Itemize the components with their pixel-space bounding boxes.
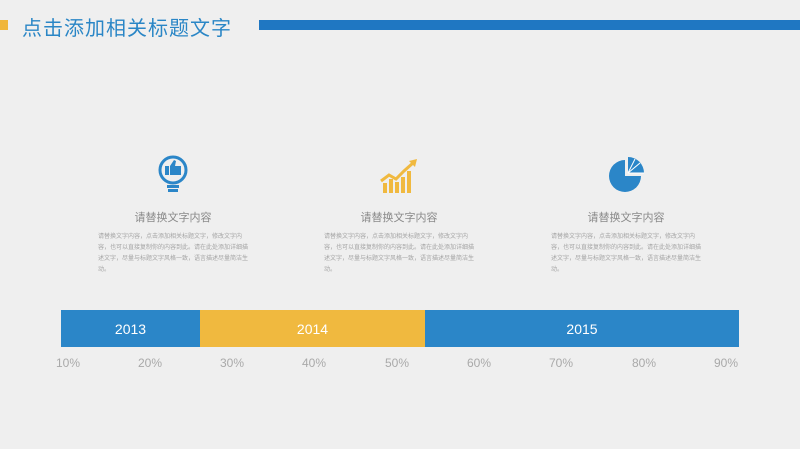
timeline-label: 2014 <box>296 320 329 337</box>
feature-card-1: 请替换文字内容 请替换文字内容，点击添加相关标题文字，修改文字内容，也可以直接复… <box>98 155 248 275</box>
card-body: 请替换文字内容，点击添加相关标题文字，修改文字内容，也可以直接复制你的内容到此。… <box>551 233 702 273</box>
growth-chart-icon <box>380 159 417 193</box>
slide-title: 点击添加相关标题文字 <box>22 16 232 40</box>
tick-label: 60% <box>466 356 492 370</box>
tick-label: 90% <box>713 356 739 370</box>
title-accent-square <box>0 20 8 30</box>
card-body: 请替换文字内容，点击添加相关标题文字，修改文字内容，也可以直接复制你的内容到此。… <box>98 233 249 273</box>
tick-label: 10% <box>55 356 81 370</box>
timeline-label: 2015 <box>566 320 598 337</box>
tick-label: 30% <box>219 356 245 370</box>
tick-label: 40% <box>301 356 327 370</box>
timeline-bar: 2013 2014 2015 <box>61 310 739 347</box>
tick-label: 70% <box>548 356 574 370</box>
timeline-segment-2014: 2014 <box>200 310 425 347</box>
timeline-label: 2013 <box>114 320 147 337</box>
feature-card-3: 请替换文字内容 请替换文字内容，点击添加相关标题文字，修改文字内容，也可以直接复… <box>551 155 701 275</box>
tick-label: 80% <box>631 356 657 370</box>
timeline-segment-2015: 2015 <box>425 310 739 347</box>
tick-label: 20% <box>137 356 163 370</box>
lightbulb-thumbs-up-icon <box>158 155 188 192</box>
card-body: 请替换文字内容，点击添加相关标题文字，修改文字内容，也可以直接复制你的内容到此。… <box>324 233 475 273</box>
card-heading: 请替换文字内容 <box>134 211 212 224</box>
card-heading: 请替换文字内容 <box>587 211 665 224</box>
tick-label: 50% <box>384 356 410 370</box>
card-heading: 请替换文字内容 <box>360 211 438 224</box>
pie-chart-icon <box>609 157 644 192</box>
percent-axis: 10% 20% 30% 40% 50% 60% 70% 80% 90% <box>0 356 800 376</box>
feature-card-2: 请替换文字内容 请替换文字内容，点击添加相关标题文字，修改文字内容，也可以直接复… <box>324 155 474 275</box>
title-rule <box>259 20 800 30</box>
timeline-segment-2013: 2013 <box>61 310 200 347</box>
